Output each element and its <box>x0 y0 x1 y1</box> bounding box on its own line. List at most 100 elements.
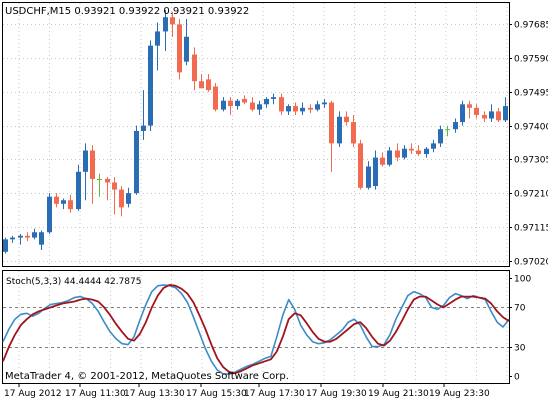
candle-body <box>308 107 313 110</box>
candle-body <box>395 150 400 158</box>
candle <box>10 235 15 243</box>
main-chart-frame <box>2 2 510 267</box>
candle <box>54 193 59 208</box>
price-tick-label: 0.97495 <box>514 89 548 99</box>
candle <box>482 111 487 123</box>
candle <box>119 186 124 217</box>
time-tick-label: 17 Aug 17:30 <box>244 389 305 399</box>
candle-body <box>39 232 44 245</box>
candle-body <box>416 150 421 155</box>
candlestick-series <box>3 10 508 254</box>
candle-body <box>366 166 371 188</box>
candle-body <box>97 178 102 180</box>
candle-body <box>453 122 458 130</box>
price-tick-label: 0.97590 <box>514 55 548 65</box>
candle-body <box>445 129 450 131</box>
candle-body <box>141 125 146 131</box>
candle <box>293 102 298 115</box>
candle-body <box>329 102 334 144</box>
candle-body <box>293 106 298 112</box>
candle <box>257 100 262 115</box>
candle-body <box>61 200 66 204</box>
candle <box>453 118 458 133</box>
price-tick-label: 0.97210 <box>514 190 548 200</box>
price-tick-label: 0.97020 <box>514 258 548 268</box>
candle <box>329 100 334 172</box>
candle-body <box>105 178 110 183</box>
candle-body <box>126 193 131 204</box>
candle-body <box>112 182 117 190</box>
candle-body <box>264 98 269 105</box>
candle-body <box>68 200 73 210</box>
candle <box>474 104 479 119</box>
candle-body <box>257 104 262 110</box>
candle-body <box>250 102 255 110</box>
candle <box>467 100 472 119</box>
candle <box>39 230 44 251</box>
candle-body <box>402 148 407 158</box>
candle <box>264 97 269 108</box>
candle <box>3 237 8 254</box>
candle <box>47 193 52 235</box>
indicator-frame <box>2 270 510 384</box>
candle <box>402 145 407 160</box>
indicator-title: Stoch(5,3,3) 44.4444 42.7875 <box>6 277 141 287</box>
candle <box>126 187 131 208</box>
candle-body <box>25 235 30 238</box>
candle <box>32 228 37 240</box>
candle-body <box>344 116 349 123</box>
time-tick-label: 19 Aug 21:30 <box>368 389 429 399</box>
candle-body <box>315 104 320 110</box>
indicator-tick-label: 30 <box>514 344 526 354</box>
time-tick-label: 17 Aug 15:30 <box>186 389 247 399</box>
indicator-tick-label: 70 <box>514 304 526 314</box>
candle-body <box>54 196 59 204</box>
candle-body <box>467 104 472 108</box>
candle-body <box>228 100 233 107</box>
candle <box>134 125 139 195</box>
candle-body <box>358 143 363 188</box>
candle <box>409 143 414 155</box>
candle-body <box>286 106 291 112</box>
candle-body <box>134 130 139 194</box>
price-tick-label: 0.97400 <box>514 123 548 133</box>
candle <box>112 177 117 215</box>
candle-body <box>90 150 95 179</box>
candle-body <box>503 106 508 121</box>
candle-body <box>184 36 189 62</box>
candle-body <box>170 17 175 25</box>
candle-body <box>351 122 356 144</box>
candle-body <box>431 143 436 149</box>
candle-body <box>337 116 342 144</box>
candle-body <box>474 107 479 115</box>
candle-body <box>32 232 37 238</box>
candle <box>337 111 342 147</box>
candle <box>141 90 146 140</box>
candle-body <box>242 98 247 103</box>
candle-body <box>206 79 211 91</box>
candle-body <box>235 100 240 107</box>
candle-body <box>380 157 385 165</box>
candle <box>228 97 233 115</box>
candle <box>235 98 240 110</box>
candle <box>416 145 421 156</box>
symbol-title: USDCHF,M15 0.93921 0.93922 0.93921 0.939… <box>5 6 249 17</box>
price-tick-label: 0.97305 <box>514 156 548 166</box>
candle-body <box>213 86 218 110</box>
candle <box>18 234 23 245</box>
indicator-grid <box>18 271 508 383</box>
price-tick-label: 0.97115 <box>514 224 548 234</box>
candle-body <box>482 114 487 119</box>
candle <box>424 146 429 158</box>
copyright-label: MetaTrader 4, © 2001-2012, MetaQuotes So… <box>5 371 289 382</box>
candle <box>373 150 378 190</box>
candle-body <box>177 24 182 73</box>
candle-body <box>496 111 501 121</box>
candle <box>105 177 110 201</box>
candle <box>358 139 363 190</box>
candle-body <box>300 107 305 112</box>
candle <box>170 11 175 37</box>
